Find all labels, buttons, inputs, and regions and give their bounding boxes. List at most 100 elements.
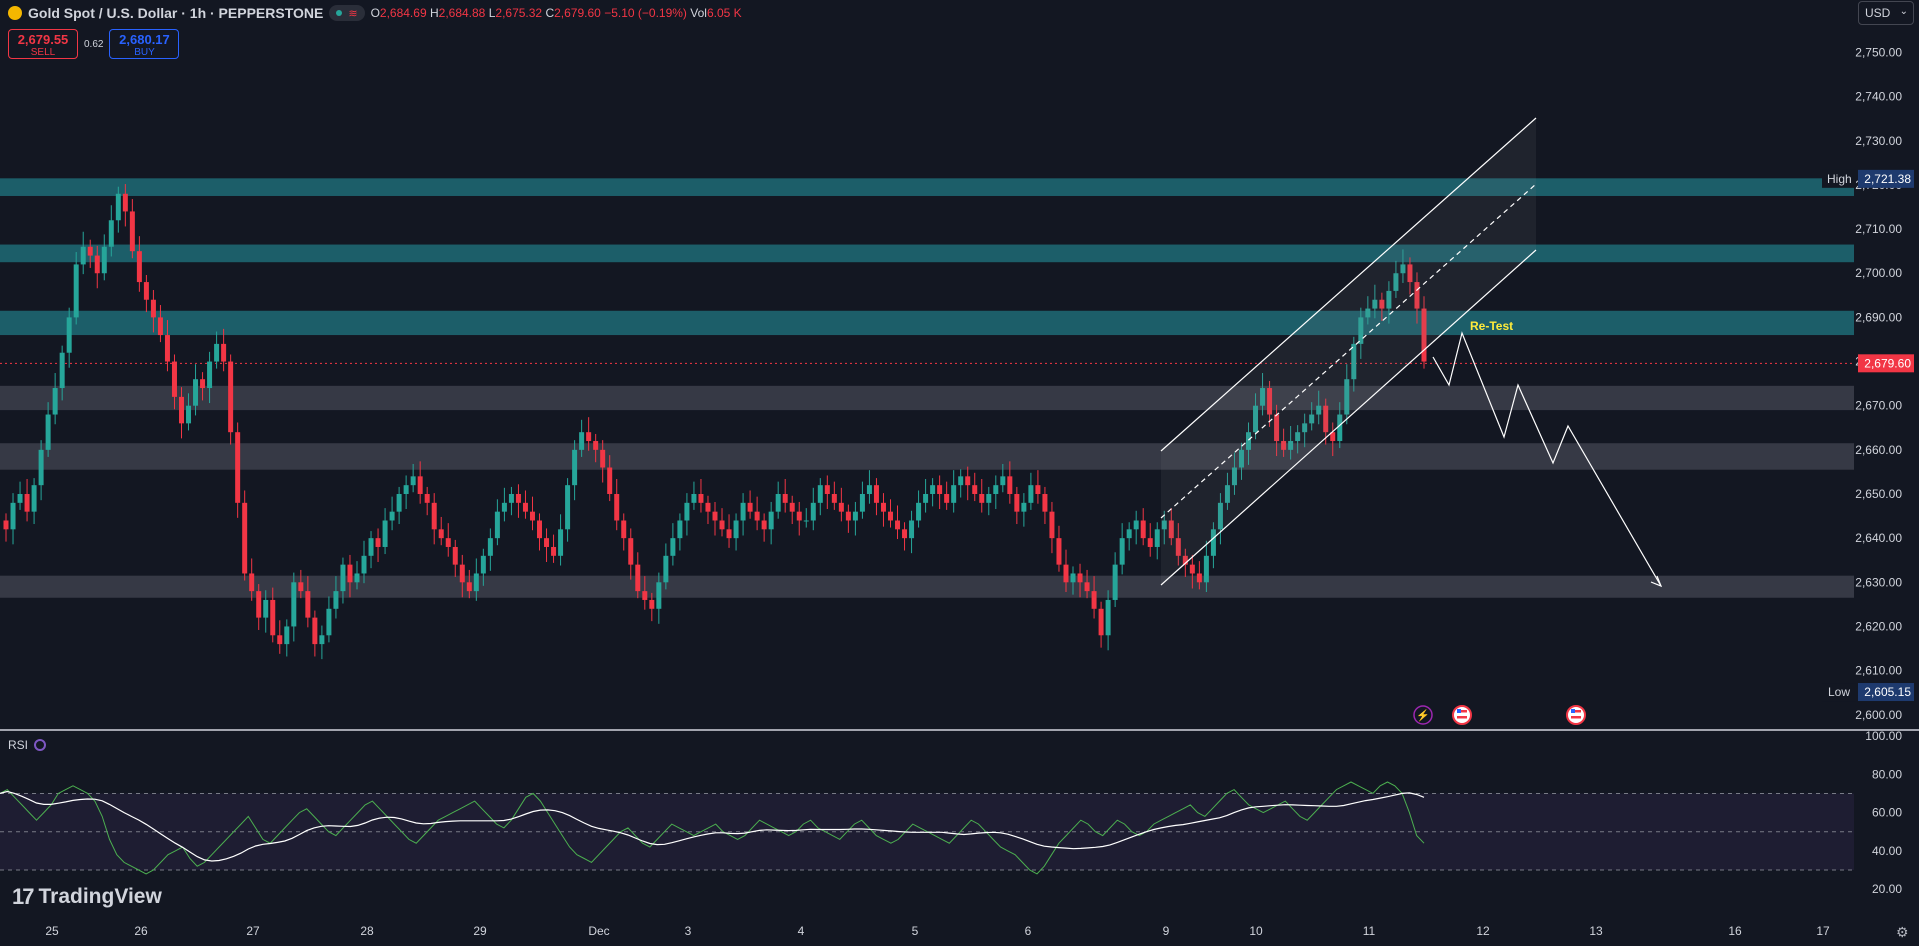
candle-body bbox=[410, 476, 416, 486]
candle-body bbox=[178, 396, 184, 424]
candle-body bbox=[515, 494, 521, 503]
candle-body bbox=[1386, 290, 1392, 309]
buy-button[interactable]: 2,680.17 BUY bbox=[109, 29, 180, 59]
us-flag-icon bbox=[1457, 710, 1467, 713]
candle-body bbox=[1344, 379, 1350, 415]
candle-body bbox=[1028, 485, 1034, 503]
candle-body bbox=[1309, 414, 1315, 424]
candle-body bbox=[986, 494, 992, 503]
tradingview-name: TradingView bbox=[38, 885, 162, 908]
rsi-ma-line bbox=[0, 790, 1425, 862]
candle-body bbox=[347, 564, 353, 583]
candle-body bbox=[558, 529, 564, 556]
candle-body bbox=[817, 485, 823, 503]
candle-body bbox=[228, 361, 234, 433]
candle-body bbox=[1070, 573, 1076, 583]
candle-body bbox=[256, 591, 262, 618]
time-label: 13 bbox=[1589, 924, 1603, 938]
candle-body bbox=[1246, 432, 1252, 450]
rsi-settings-icon[interactable] bbox=[34, 739, 47, 751]
sr-zone-1 bbox=[0, 244, 1854, 263]
sell-button[interactable]: 2,679.55 SELL bbox=[8, 29, 78, 59]
candle-body bbox=[1077, 573, 1083, 583]
rsi-label: RSI bbox=[8, 738, 29, 752]
sr-zone-3 bbox=[0, 385, 1854, 411]
rsi-legend[interactable]: RSI bbox=[8, 738, 47, 752]
candle-body bbox=[431, 502, 437, 530]
candle-body bbox=[80, 246, 86, 265]
price-tick: 2,710.00 bbox=[1855, 222, 1902, 236]
candle-body bbox=[466, 582, 472, 592]
candle-body bbox=[677, 520, 683, 539]
candle-body bbox=[1119, 538, 1125, 565]
candle-body bbox=[1168, 520, 1174, 539]
candle-body bbox=[965, 476, 971, 486]
candle-body bbox=[529, 511, 535, 521]
candle-body bbox=[719, 520, 725, 530]
candle-body bbox=[831, 494, 837, 503]
candle-body bbox=[1000, 476, 1006, 486]
candle-body bbox=[66, 317, 72, 353]
candle-body bbox=[656, 582, 662, 609]
candle-body bbox=[670, 538, 676, 556]
time-label: 10 bbox=[1249, 924, 1263, 938]
candle-body bbox=[1365, 308, 1371, 318]
candle-body bbox=[73, 264, 79, 318]
channel-upper-line bbox=[1160, 117, 1537, 452]
candle-body bbox=[880, 502, 886, 512]
candle-body bbox=[305, 591, 311, 618]
candle-body bbox=[607, 467, 613, 494]
candle-body bbox=[1154, 529, 1160, 547]
candle-body bbox=[902, 529, 908, 539]
time-label: Dec bbox=[588, 924, 609, 938]
candle-body bbox=[1056, 538, 1062, 565]
candle-body bbox=[937, 485, 943, 494]
candle-body bbox=[895, 520, 901, 530]
logo-icon bbox=[8, 6, 22, 20]
gear-icon[interactable]: ⚙ bbox=[1896, 924, 1909, 940]
candle-body bbox=[1407, 264, 1413, 283]
tradingview-logo[interactable]: 17 TradingView bbox=[12, 884, 162, 910]
lightning-icon: ⚡ bbox=[1416, 709, 1430, 722]
low-label: Low bbox=[1828, 685, 1850, 699]
time-label: 11 bbox=[1363, 924, 1376, 938]
candle-body bbox=[1274, 414, 1280, 442]
candle-body bbox=[705, 502, 711, 512]
us-flag-icon bbox=[1571, 709, 1575, 713]
candle-body bbox=[1210, 529, 1216, 556]
candle-body bbox=[115, 193, 121, 221]
candle-body bbox=[361, 555, 367, 574]
candle-body bbox=[94, 255, 100, 274]
candle-body bbox=[445, 538, 451, 547]
candle-body bbox=[909, 520, 915, 539]
candle-body bbox=[712, 511, 718, 521]
candle-body bbox=[382, 520, 388, 547]
candle-body bbox=[537, 520, 543, 539]
candle-body bbox=[38, 449, 44, 486]
candle-body bbox=[852, 511, 858, 521]
candle-body bbox=[565, 485, 571, 530]
buy-label: BUY bbox=[134, 47, 155, 58]
low-value: 2,675.32 bbox=[495, 6, 543, 20]
spread-value: 0.62 bbox=[84, 38, 104, 50]
candle-body bbox=[1238, 449, 1244, 468]
candle-body bbox=[101, 246, 107, 274]
price-tick: 2,740.00 bbox=[1855, 90, 1902, 104]
market-status-pill[interactable]: ≋ bbox=[329, 5, 365, 21]
candle-body bbox=[993, 485, 999, 494]
candle-body bbox=[958, 476, 964, 486]
candle-body bbox=[1302, 423, 1308, 433]
candle-body bbox=[1182, 555, 1188, 565]
candle-body bbox=[143, 282, 149, 300]
candle-body bbox=[803, 520, 809, 522]
time-label: 3 bbox=[685, 924, 692, 938]
rsi-tick: 100.00 bbox=[1865, 729, 1902, 743]
symbol-title[interactable]: Gold Spot / U.S. Dollar · 1h · PEPPERSTO… bbox=[28, 5, 324, 21]
candle-body bbox=[635, 564, 641, 592]
price-tick: 2,640.00 bbox=[1855, 531, 1902, 545]
rsi-tick: 80.00 bbox=[1872, 767, 1902, 781]
candle-body bbox=[136, 251, 142, 283]
currency-select[interactable]: USD ⌄ bbox=[1858, 1, 1914, 25]
price-tick: 2,600.00 bbox=[1855, 708, 1902, 722]
